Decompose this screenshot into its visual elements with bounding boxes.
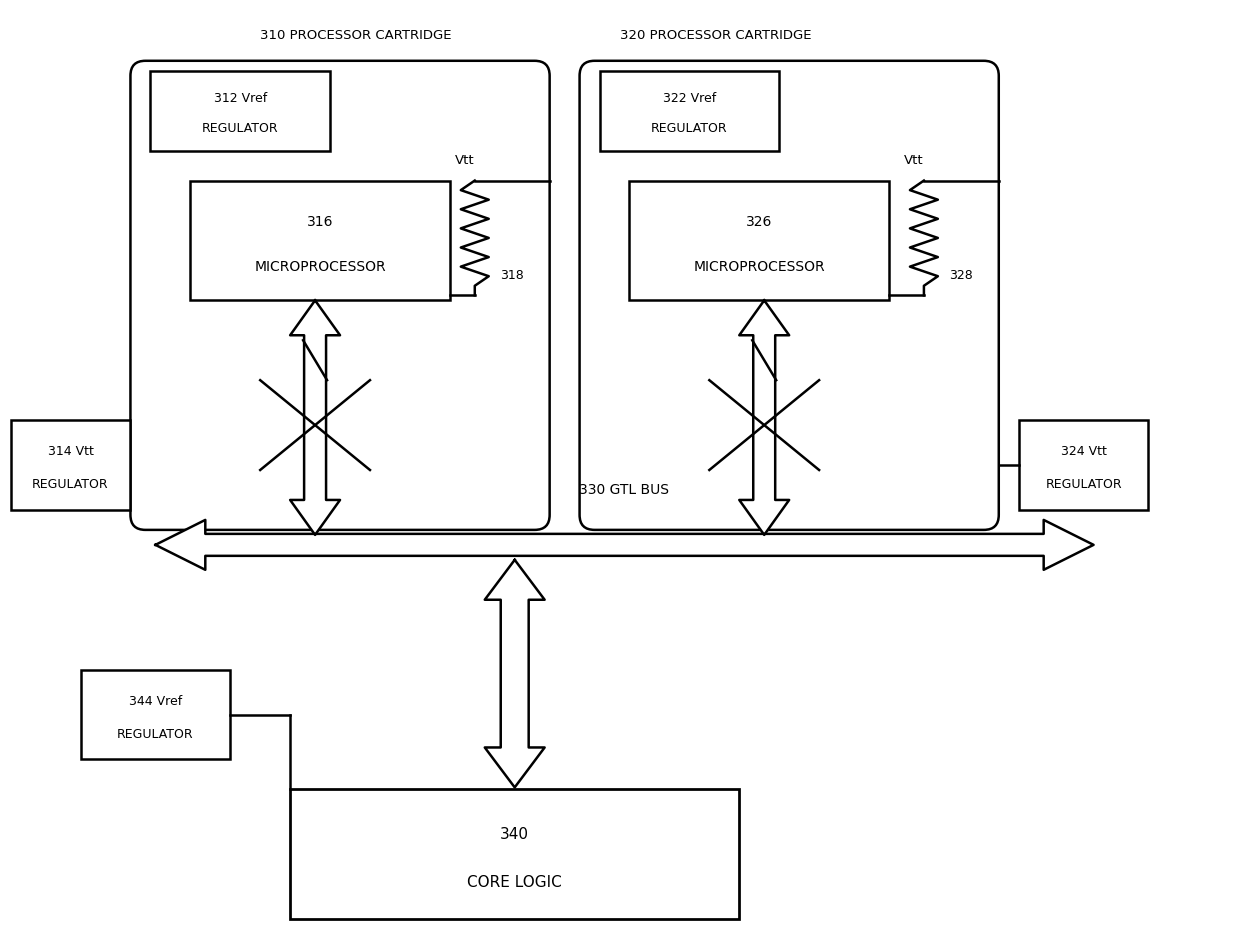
Text: 312 Vref: 312 Vref: [213, 92, 266, 105]
Polygon shape: [155, 520, 1094, 570]
Bar: [600, 70, 779, 150]
Bar: [81, 669, 230, 760]
Text: 310 PROCESSOR CARTRIDGE: 310 PROCESSOR CARTRIDGE: [260, 29, 452, 42]
Text: 314 Vtt: 314 Vtt: [47, 445, 93, 458]
Text: 322 Vref: 322 Vref: [663, 92, 716, 105]
Bar: [629, 180, 888, 300]
Bar: [1018, 420, 1149, 509]
Text: 328: 328: [949, 269, 973, 282]
Polygon shape: [740, 300, 789, 535]
Text: REGULATOR: REGULATOR: [1046, 478, 1123, 492]
Text: 324 Vtt: 324 Vtt: [1061, 445, 1106, 458]
Bar: [11, 420, 130, 509]
Text: Vtt: Vtt: [455, 154, 475, 167]
Text: 320 PROCESSOR CARTRIDGE: 320 PROCESSOR CARTRIDGE: [620, 29, 812, 42]
Text: 344 Vref: 344 Vref: [129, 695, 182, 708]
Bar: [290, 790, 740, 919]
Bar: [150, 70, 330, 150]
Text: REGULATOR: REGULATOR: [202, 122, 279, 134]
Text: MICROPROCESSOR: MICROPROCESSOR: [254, 259, 385, 274]
FancyBboxPatch shape: [580, 61, 999, 530]
Bar: [191, 180, 450, 300]
Text: 316: 316: [307, 215, 333, 229]
Text: 326: 326: [746, 215, 772, 229]
Polygon shape: [290, 300, 339, 535]
Text: REGULATOR: REGULATOR: [116, 728, 193, 741]
Text: 318: 318: [499, 269, 524, 282]
Text: REGULATOR: REGULATOR: [650, 122, 727, 134]
Text: REGULATOR: REGULATOR: [32, 478, 109, 492]
Text: MICROPROCESSOR: MICROPROCESSOR: [694, 259, 825, 274]
Text: Vtt: Vtt: [904, 154, 924, 167]
Polygon shape: [484, 560, 545, 788]
FancyBboxPatch shape: [130, 61, 550, 530]
Text: CORE LOGIC: CORE LOGIC: [467, 875, 563, 890]
Text: 340: 340: [501, 827, 529, 842]
Text: 330 GTL BUS: 330 GTL BUS: [580, 483, 669, 497]
